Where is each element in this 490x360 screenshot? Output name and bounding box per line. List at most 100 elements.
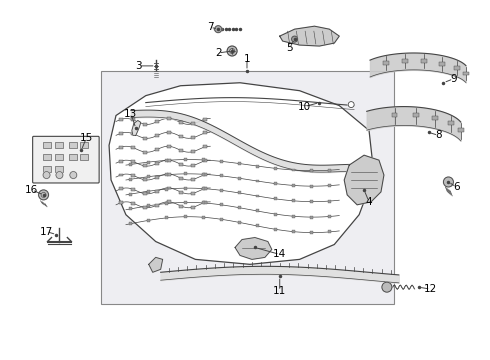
Bar	[167, 159, 171, 162]
Bar	[256, 194, 259, 198]
Circle shape	[215, 26, 221, 33]
Bar	[191, 206, 195, 208]
Bar	[119, 118, 123, 121]
Bar	[238, 177, 241, 180]
Bar	[201, 187, 204, 190]
Bar	[155, 176, 159, 179]
Bar	[220, 189, 222, 192]
Text: 1: 1	[244, 54, 250, 64]
Circle shape	[443, 177, 453, 187]
Circle shape	[382, 282, 392, 292]
Circle shape	[70, 172, 77, 179]
FancyBboxPatch shape	[33, 136, 99, 183]
Bar	[292, 184, 295, 187]
Bar	[131, 174, 135, 177]
Bar	[143, 192, 147, 195]
Bar	[129, 163, 132, 166]
Bar	[256, 180, 259, 183]
Bar	[143, 123, 147, 126]
Bar	[238, 206, 241, 209]
Polygon shape	[149, 257, 163, 272]
Circle shape	[292, 36, 297, 42]
Bar	[147, 161, 150, 163]
Bar	[220, 218, 222, 221]
Bar	[179, 177, 183, 180]
Bar	[179, 163, 183, 166]
Bar	[119, 201, 123, 204]
Bar	[80, 154, 88, 160]
Bar	[310, 216, 313, 219]
Circle shape	[56, 172, 63, 179]
Bar	[55, 142, 63, 148]
Bar	[143, 150, 147, 154]
Bar	[432, 116, 438, 120]
Bar	[448, 121, 454, 125]
Bar	[310, 231, 313, 234]
Bar	[167, 117, 171, 120]
Bar	[166, 173, 169, 176]
Bar	[43, 142, 50, 148]
Bar	[166, 188, 169, 190]
Bar	[463, 72, 469, 76]
Circle shape	[348, 102, 354, 108]
Bar	[191, 192, 195, 195]
Polygon shape	[280, 26, 339, 46]
Bar	[167, 172, 171, 176]
Bar	[129, 207, 132, 210]
Bar	[310, 185, 313, 188]
Bar	[143, 206, 147, 209]
Bar	[292, 199, 295, 202]
Bar	[220, 174, 222, 177]
Bar	[191, 150, 195, 153]
Bar	[191, 136, 195, 139]
Bar	[43, 154, 50, 160]
Bar	[129, 178, 132, 181]
Circle shape	[39, 190, 49, 200]
Polygon shape	[132, 121, 141, 135]
Bar	[143, 137, 147, 140]
Bar	[184, 201, 187, 204]
Bar	[167, 186, 171, 189]
Polygon shape	[235, 238, 272, 260]
Bar	[256, 210, 259, 212]
Bar	[220, 160, 222, 163]
Bar	[179, 121, 183, 124]
Bar	[392, 113, 397, 117]
Bar	[274, 228, 277, 231]
Bar	[458, 128, 464, 132]
Bar	[203, 187, 207, 190]
Bar	[131, 202, 135, 205]
Bar	[119, 159, 123, 163]
Text: 17: 17	[40, 226, 53, 237]
Bar	[328, 184, 331, 187]
Bar	[70, 142, 77, 148]
Polygon shape	[344, 155, 384, 205]
Text: 9: 9	[450, 74, 457, 84]
Bar	[203, 145, 207, 148]
Bar	[203, 173, 207, 176]
Bar	[80, 142, 88, 148]
Bar	[155, 148, 159, 151]
Bar	[292, 168, 295, 171]
Bar	[310, 169, 313, 172]
Bar	[119, 188, 123, 190]
Bar	[155, 162, 159, 165]
Bar	[129, 193, 132, 195]
Bar	[129, 222, 132, 225]
Bar	[421, 59, 427, 63]
Bar	[292, 230, 295, 233]
Text: 12: 12	[424, 284, 437, 294]
Bar	[203, 159, 207, 162]
Bar	[191, 178, 195, 181]
Text: 2: 2	[215, 48, 221, 58]
Bar	[201, 216, 204, 219]
Bar	[155, 134, 159, 137]
Bar	[155, 190, 159, 193]
Bar	[119, 174, 123, 176]
Bar	[179, 149, 183, 152]
Bar	[167, 201, 171, 203]
Bar	[101, 71, 394, 304]
Bar	[238, 221, 241, 224]
Bar	[328, 215, 331, 218]
Bar	[166, 216, 169, 219]
